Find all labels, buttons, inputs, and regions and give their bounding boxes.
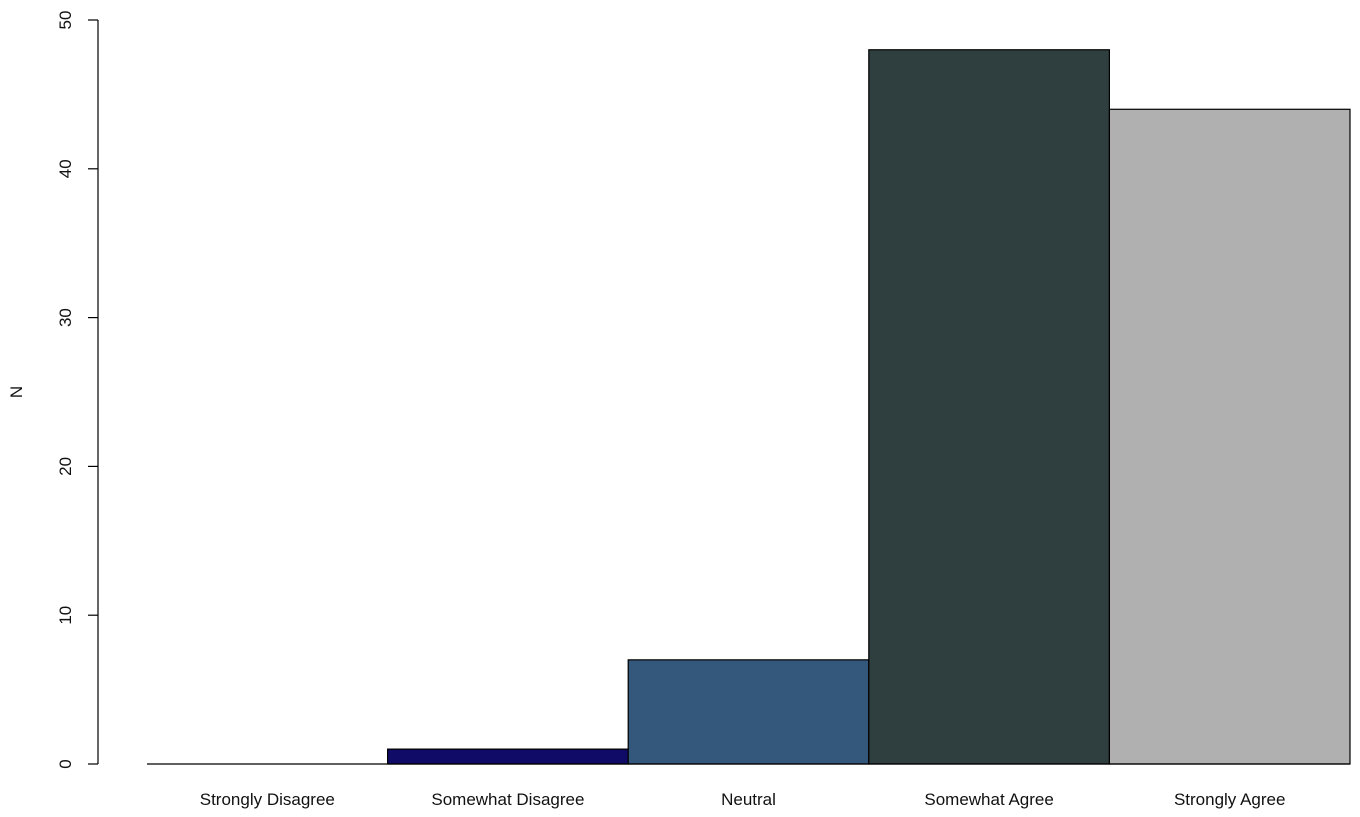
y-tick-label: 10: [56, 606, 75, 625]
y-tick-label: 30: [56, 308, 75, 327]
bars-group: [387, 49, 1351, 765]
bar-somewhat-disagree: [387, 748, 629, 765]
bar-neutral: [627, 659, 870, 765]
x-axis-labels: Strongly Disagree Somewhat Disagree Neutra…: [200, 790, 1286, 809]
y-axis-title: N: [7, 386, 26, 398]
y-tick-label: 20: [56, 457, 75, 476]
y-tick-label: 40: [56, 159, 75, 178]
y-tick-label: 50: [56, 11, 75, 30]
bar-somewhat-agree: [868, 49, 1110, 765]
y-axis: 0 10 20 30 40 50: [56, 11, 99, 769]
bar-strongly-agree: [1108, 108, 1351, 765]
x-tick-label: Strongly Disagree: [200, 790, 335, 809]
x-tick-label: Strongly Agree: [1174, 790, 1286, 809]
y-tick-label: 0: [56, 759, 75, 768]
x-tick-label: Somewhat Agree: [924, 790, 1053, 809]
x-tick-label: Somewhat Disagree: [431, 790, 584, 809]
x-tick-label: Neutral: [721, 790, 776, 809]
